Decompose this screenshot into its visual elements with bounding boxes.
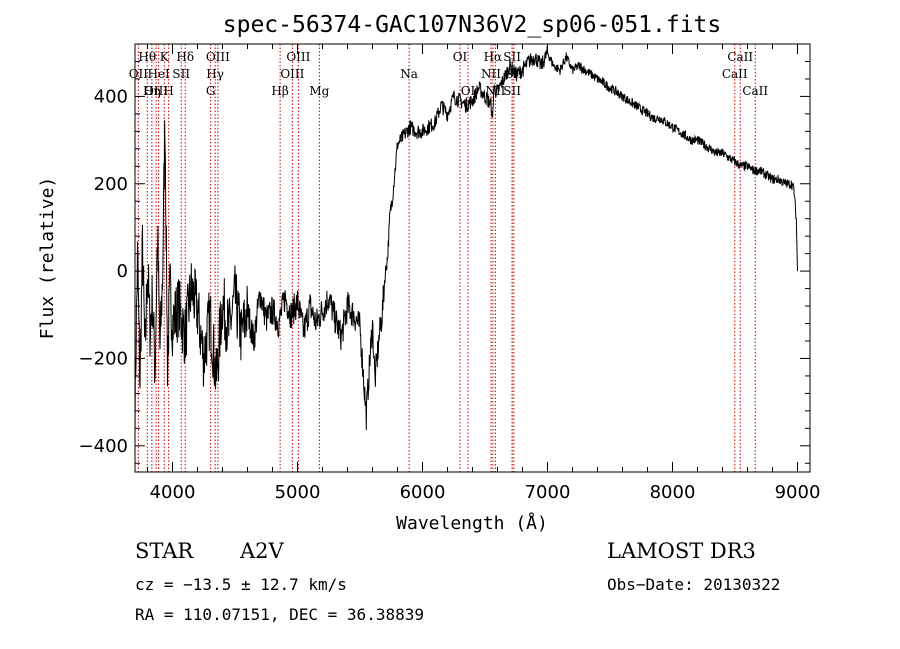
emission-line-label: OIII (286, 50, 310, 64)
emission-line-label: OIII (144, 84, 168, 98)
chart-title: spec-56374-GAC107N36V2_sp06-051.fits (223, 12, 722, 38)
x-tick-label: 4000 (150, 482, 196, 503)
emission-line-label: Hγ (206, 67, 224, 81)
emission-line-label: Hθ (138, 50, 156, 64)
object-type: STAR (135, 539, 194, 563)
emission-line-label: Hβ (271, 84, 288, 98)
x-tick-label: 5000 (275, 482, 321, 503)
y-tick-label: 400 (94, 86, 128, 107)
emission-line-label: Hη (143, 84, 161, 98)
emission-line-label: G (206, 84, 216, 98)
emission-line-label: SII (503, 84, 521, 98)
emission-line-label: Hα (484, 50, 503, 64)
spectrum-series (134, 46, 798, 440)
x-axis-label: Wavelength (Å) (396, 512, 548, 534)
emission-line-label: Mg (309, 84, 329, 98)
spectrum-line (134, 46, 798, 440)
y-tick-label: 0 (117, 261, 128, 282)
x-tick-label: 6000 (400, 482, 446, 503)
survey-name: LAMOST DR3 (607, 539, 756, 563)
y-axis-label: Flux (relative) (37, 177, 58, 340)
emission-line-label: OI (453, 50, 468, 64)
emission-line-labels: Hθ OII OIII HeI Hη K H SII Hδ OIII Hγ G OIII OIII Hβ Mg… (129, 50, 769, 98)
x-tick-label: 9000 (775, 482, 821, 503)
emission-line-label: HeI (147, 67, 170, 81)
x-tick-label: 7000 (525, 482, 571, 503)
emission-lines (137, 44, 756, 472)
emission-line-label: SII (172, 67, 190, 81)
y-tick-label: 200 (94, 174, 128, 195)
emission-line-label: CaII (727, 50, 753, 64)
emission-line-label: H (163, 84, 173, 98)
emission-line-label: K (160, 50, 170, 64)
y-tick-label: −200 (79, 348, 128, 369)
x-tick-label: 8000 (650, 482, 696, 503)
redshift-text: cz = −13.5 ± 12.7 km/s (135, 575, 347, 594)
emission-line-label: SII (503, 50, 521, 64)
y-axis-ticks: −400 −200 0 200 400 (79, 60, 810, 464)
coords-text: RA = 110.07151, DEC = 36.38839 (135, 605, 424, 624)
object-subclass: A2V (239, 539, 285, 563)
emission-line-label: CaII (742, 84, 768, 98)
emission-line-label: OII (129, 67, 149, 81)
emission-line-label: NII (481, 67, 501, 81)
emission-line-label: OIII (280, 67, 304, 81)
emission-line-label: NII (485, 84, 505, 98)
y-tick-label: −400 (79, 436, 128, 457)
x-axis-ticks: 4000 5000 6000 7000 8000 9000 (147, 44, 821, 503)
emission-line-label: SII (505, 67, 523, 81)
emission-line-label: CaII (722, 67, 748, 81)
emission-line-label: Na (400, 67, 418, 81)
emission-line-label: OIII (206, 50, 230, 64)
plot-axes (134, 43, 811, 473)
obs-date-text: Obs−Date: 20130322 (607, 575, 780, 594)
plot-frame (134, 43, 811, 473)
emission-line-label: Hδ (176, 50, 194, 64)
emission-line-label: OI (461, 84, 476, 98)
